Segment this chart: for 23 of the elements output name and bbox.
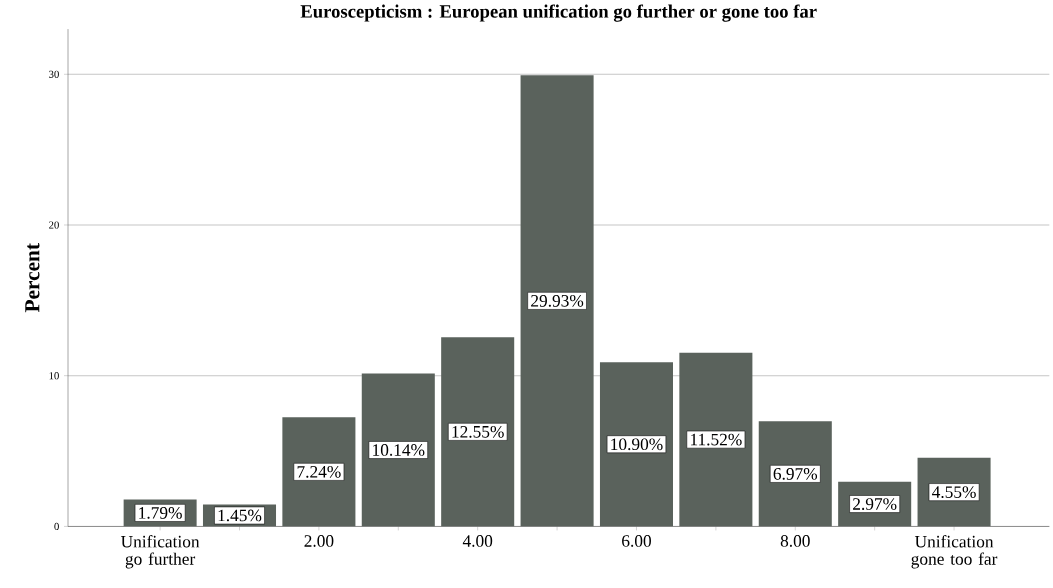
data-label: 12.55% [452, 425, 504, 438]
data-label: 2.97% [853, 497, 897, 510]
y-tick-label: 30 [49, 70, 59, 78]
data-label: 6.97% [773, 467, 818, 480]
data-label: 1.79% [139, 506, 182, 519]
y-axis-title: Percent [25, 242, 40, 312]
y-tick-label: 10 [49, 371, 59, 380]
data-label: 1.45% [218, 509, 262, 522]
x-tick-label: 2.00 [304, 534, 334, 547]
data-label: 7.24% [297, 465, 341, 478]
x-tick-label: Unification go further [120, 534, 200, 569]
data-label: 10.14% [373, 443, 425, 456]
data-label: 10.90% [611, 438, 663, 450]
data-label: 29.93% [531, 294, 584, 307]
y-tick-label: 20 [49, 221, 59, 229]
x-tick-label: 8.00 [780, 534, 810, 547]
x-tick-label: 4.00 [462, 534, 493, 547]
x-tick-label: Unification gone too far [911, 534, 998, 569]
data-label: 11.52% [691, 433, 742, 446]
chart-title: Euroscepticism : European unification go further or gone too far [300, 4, 817, 22]
data-label: 4.55% [932, 486, 976, 498]
x-tick-label: 6.00 [622, 534, 651, 547]
y-tick-label: 0 [54, 522, 59, 530]
